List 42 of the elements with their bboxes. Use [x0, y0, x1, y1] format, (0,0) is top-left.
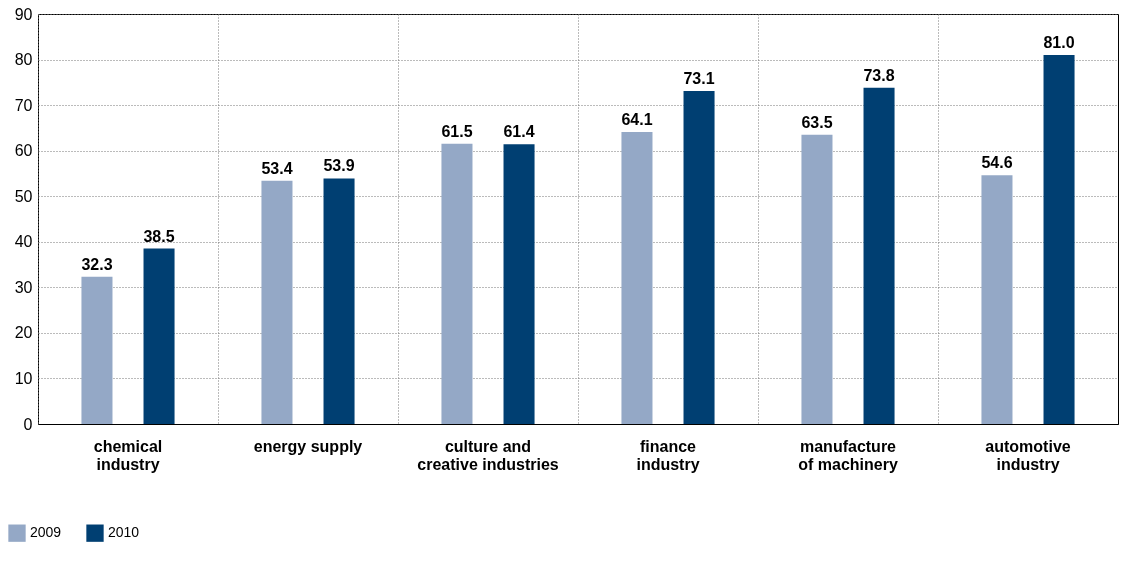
y-tick-label: 90	[14, 5, 33, 23]
bar	[143, 248, 175, 424]
x-tick-label: energy supply	[253, 437, 363, 455]
x-tick-label: automotive industry	[985, 437, 1071, 473]
x-tick-label: culture and creative industries	[417, 437, 559, 473]
bar	[503, 144, 535, 424]
data-label: 38.5	[143, 227, 175, 245]
y-tick-label: 30	[14, 278, 33, 296]
data-label: 32.3	[81, 255, 113, 273]
legend-label: 2009	[30, 524, 62, 541]
data-label: 73.1	[683, 69, 715, 87]
x-tick-label: chemical industry	[93, 437, 163, 473]
data-label: 64.1	[621, 110, 653, 128]
y-tick-label: 40	[14, 233, 33, 251]
bar	[621, 131, 653, 424]
bar	[863, 87, 895, 424]
y-tick-label: 60	[14, 142, 33, 160]
y-tick-label: 20	[14, 324, 33, 342]
data-label: 53.4	[261, 159, 293, 177]
bar	[981, 175, 1013, 424]
bar	[1043, 55, 1075, 424]
y-tick-label: 70	[14, 96, 33, 114]
data-label: 63.5	[801, 113, 833, 131]
x-tick-label: finance industry	[636, 437, 700, 473]
bar	[441, 143, 473, 424]
y-tick-label: 80	[14, 51, 33, 69]
data-label: 61.5	[441, 122, 473, 140]
x-tick-label: manufacture of machinery	[798, 437, 898, 473]
data-label: 53.9	[323, 157, 355, 175]
bar	[323, 178, 355, 424]
data-label: 81.0	[1043, 34, 1075, 51]
legend-label: 2010	[108, 524, 140, 541]
bar	[683, 90, 715, 424]
bar	[801, 134, 833, 424]
data-label: 61.4	[503, 123, 535, 141]
bar	[261, 180, 293, 424]
data-label: 73.8	[863, 66, 895, 84]
y-tick-label: 50	[14, 187, 33, 205]
data-label: 54.6	[981, 154, 1013, 172]
y-tick-label: 10	[14, 369, 33, 387]
y-tick-label: 0	[23, 415, 33, 433]
bar	[81, 276, 113, 424]
